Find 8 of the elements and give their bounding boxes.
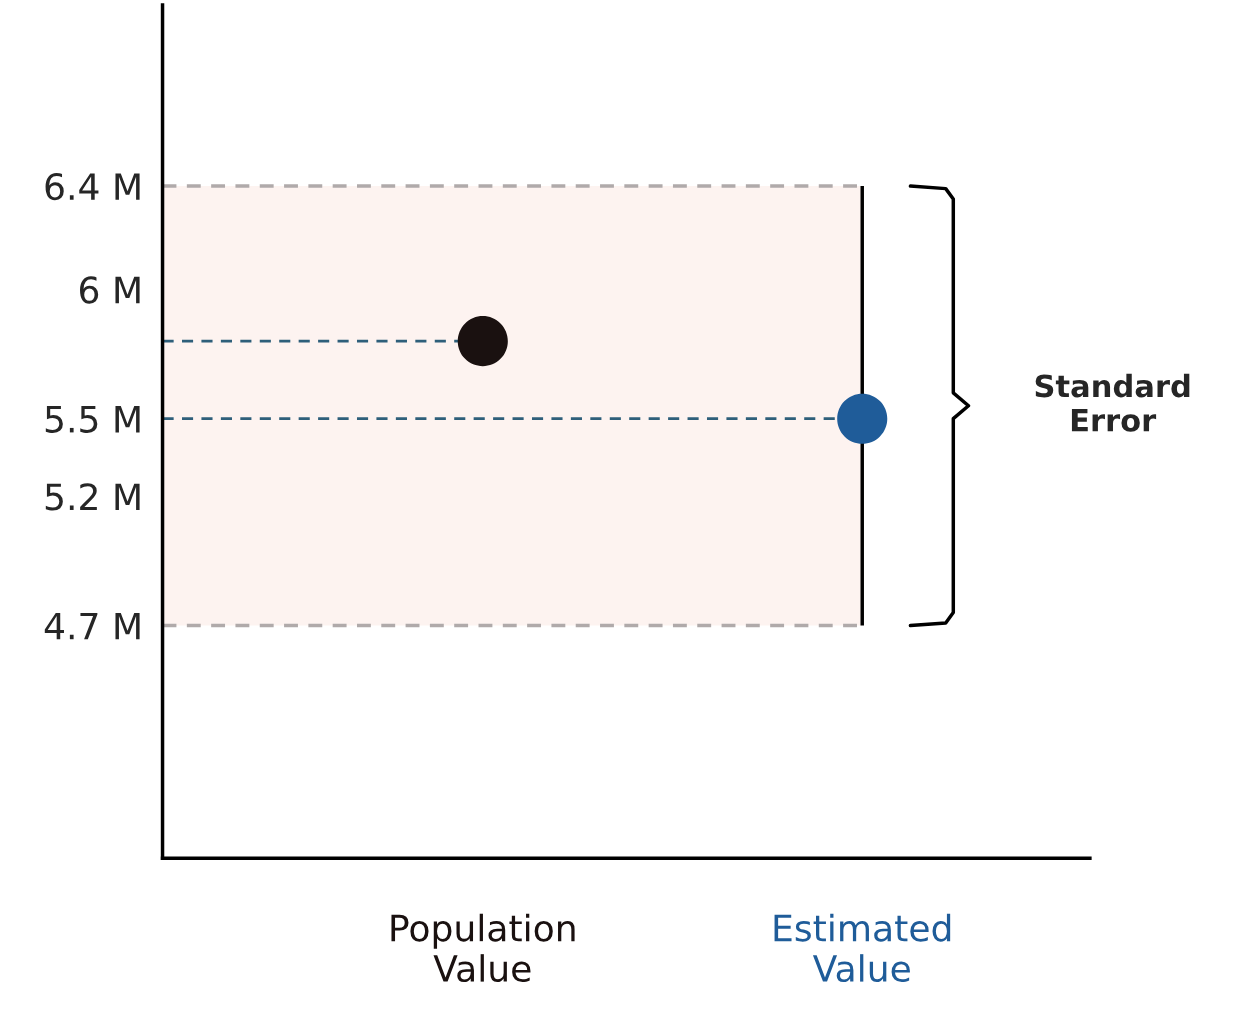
y-tick-label: 4.7 M — [44, 612, 140, 640]
y-tick-label: 6.4 M — [45, 172, 140, 201]
y-tick-label: 5.5 M — [45, 406, 140, 433]
x-tick-label: Estimated Value — [774, 913, 951, 983]
y-tick-label: 6 M — [80, 276, 140, 304]
y-tick-label: 5.2 M — [45, 483, 140, 511]
x-tick-label: Population Value — [391, 913, 575, 983]
text: Standard Error — [1035, 373, 1190, 432]
